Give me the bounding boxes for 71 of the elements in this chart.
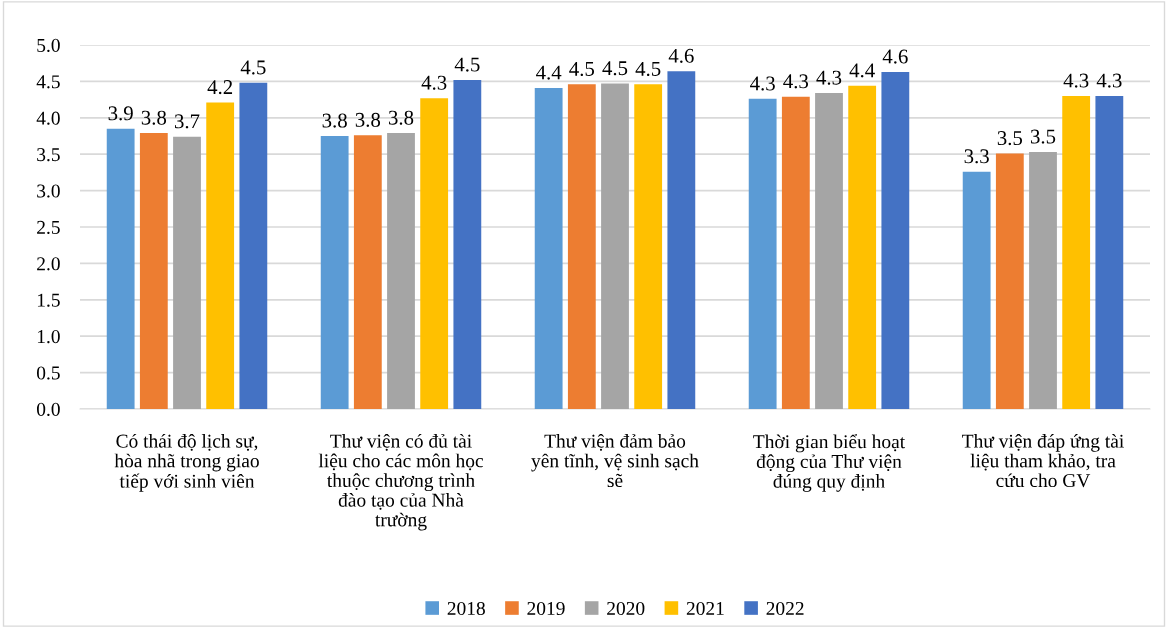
x-tick-label: Thời gian biểu hoạt động của Thư viện đúng quy định [753,434,906,492]
data-label: 4.3 [1063,73,1089,88]
bar [139,133,168,409]
data-label: 4.4 [849,63,875,78]
legend-label: 2021 [686,601,724,616]
legend-label: 2020 [607,601,645,616]
data-label: 3.9 [108,106,133,121]
bar [1062,95,1091,409]
data-label: 3.5 [1030,129,1056,144]
x-tick-label: Thư viện đáp ứng tài liệu tham khảo, tra cứu cho GV [962,434,1124,488]
data-label: 3.8 [322,113,347,128]
data-label: 4.2 [207,80,233,95]
data-label: 3.3 [964,149,989,164]
data-label: 4.3 [816,70,842,85]
bar [353,135,382,409]
data-label: 3.8 [141,110,167,125]
data-label: 3.8 [355,112,381,127]
bar [748,98,777,409]
data-label: 4.5 [454,57,480,72]
bar [995,153,1024,409]
bar [320,136,349,409]
bar [962,171,991,409]
data-label: 4.3 [421,75,447,90]
bar [453,79,482,409]
data-label: 4.3 [783,74,809,89]
bar [815,93,843,409]
y-tick-label: 4.0 [36,111,60,125]
bar [206,102,235,409]
legend-label: 2018 [447,601,485,616]
y-tick-label: 0.0 [36,402,60,417]
y-tick-label: 3.0 [37,184,60,198]
x-tick-label: Có thái độ lịch sự, hòa nhã trong giao tiếp với sinh viên [114,433,259,492]
data-label: 4.3 [750,76,775,91]
data-label: 4.3 [1096,73,1122,88]
legend-label: 2019 [527,601,565,616]
bar [634,84,663,409]
bar [881,71,910,409]
data-label: 3.5 [997,131,1023,146]
data-label: 4.5 [569,61,595,76]
bar [567,84,596,409]
bar [534,87,563,409]
bar [387,133,415,409]
data-label: 3.7 [174,114,200,129]
data-label: 4.5 [635,61,661,76]
bar [239,82,268,409]
data-label: 4.6 [668,48,694,63]
data-label: 4.5 [602,61,628,76]
y-tick-label: 5.0 [37,38,60,53]
bar [1095,95,1124,409]
y-tick-label: 1.5 [37,293,60,307]
bar [781,96,810,409]
y-tick-label: 2.0 [37,257,60,271]
x-tick-label: Thư viện đảm bảo yên tĩnh, vệ sinh sạch sẽ [531,433,699,488]
bar [667,71,696,409]
data-label: 4.6 [882,49,908,64]
bar [420,98,449,409]
bar [106,128,135,409]
bar [601,83,629,409]
data-label: 4.4 [536,65,562,80]
bar [848,85,877,409]
data-label: 4.5 [240,60,266,75]
y-tick-label: 2.5 [37,220,60,235]
y-tick-label: 1.0 [37,330,60,344]
y-tick-label: 4.5 [36,75,60,89]
data-label: 3.8 [388,110,414,125]
y-tick-label: 3.5 [37,148,60,162]
bar [173,136,201,409]
legend-label: 2022 [766,601,804,616]
x-tick-label: Thư viện có đủ tài liệu cho các môn học thuộc chương trình đào tạo của Nhà trường [318,433,484,531]
bar [1029,152,1057,409]
y-tick-label: 0.5 [36,366,60,380]
